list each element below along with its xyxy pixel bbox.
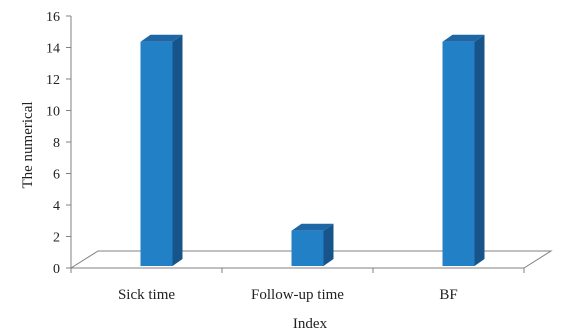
y-tick-label: 10	[46, 105, 60, 120]
y-tick-label: 12	[46, 73, 60, 88]
x-tick-label: BF	[439, 287, 457, 303]
bar-side	[172, 34, 183, 266]
y-tick-label: 0	[53, 262, 60, 277]
y-axis-label: The numerical	[20, 101, 36, 188]
y-tick-label: 2	[53, 231, 60, 246]
y-tick-label: 8	[53, 136, 60, 151]
y-tick-label: 6	[53, 168, 60, 183]
bar-front	[442, 41, 475, 266]
bar	[291, 223, 334, 266]
x-axis-label: Index	[293, 316, 328, 332]
bar-side	[323, 223, 334, 266]
bar-front	[291, 230, 324, 266]
x-tick-label: Follow-up time	[251, 287, 344, 303]
x-tick-label: Sick time	[118, 287, 175, 303]
bar	[442, 34, 485, 266]
y-tick-label: 4	[53, 199, 60, 214]
bar-top	[140, 34, 183, 42]
bar-top	[291, 223, 334, 231]
bar-top	[442, 34, 485, 42]
y-tick-label: 14	[46, 42, 60, 57]
bar	[140, 34, 183, 266]
y-tick-label: 16	[46, 10, 60, 25]
bar-side	[474, 34, 485, 266]
bar-front	[140, 41, 173, 266]
